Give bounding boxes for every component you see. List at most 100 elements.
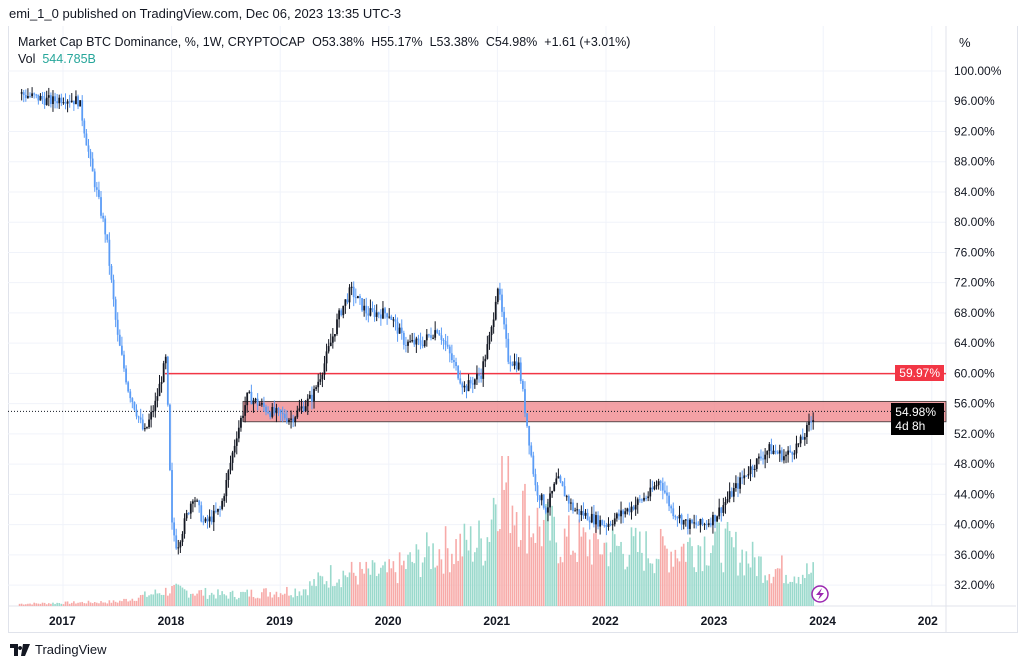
- volume-bar: [490, 519, 493, 606]
- volume-bar: [670, 551, 672, 606]
- volume-bar: [29, 603, 31, 606]
- volume-bar: [469, 526, 472, 606]
- candle-body: [795, 443, 798, 454]
- candle-body: [442, 339, 445, 341]
- candle-body: [70, 100, 73, 102]
- volume-bar: [375, 576, 378, 606]
- volume-bar: [588, 539, 591, 606]
- volume-bar: [108, 600, 111, 606]
- axis-unit: %: [959, 35, 971, 50]
- y-tick-label: 72.00%: [954, 276, 995, 290]
- candle-body: [308, 394, 311, 399]
- candle-body: [143, 428, 146, 430]
- candle-body: [743, 475, 746, 479]
- candle-body: [89, 151, 92, 159]
- volume-bar: [655, 558, 658, 606]
- chart-frame: [8, 26, 1018, 633]
- candle-body: [277, 408, 280, 410]
- volume-bar: [471, 561, 474, 606]
- volume-bar: [219, 595, 221, 606]
- volume-bar: [329, 565, 332, 606]
- candle-body: [125, 368, 127, 383]
- volume-bar: [808, 574, 810, 606]
- candle-body: [663, 490, 666, 493]
- volume-bar: [707, 565, 710, 606]
- candle-body: [77, 96, 79, 107]
- volume-bar: [164, 587, 167, 606]
- candle-body: [91, 158, 94, 172]
- tradingview-logo: TradingView: [10, 642, 107, 657]
- candle-body: [676, 517, 679, 519]
- x-tick-label: 2023: [701, 614, 728, 628]
- candle-body: [722, 505, 725, 513]
- volume-bar: [369, 574, 372, 606]
- candle-body: [720, 507, 723, 513]
- volume-bar: [215, 598, 217, 606]
- volume-bar: [682, 543, 685, 606]
- volume-bar: [175, 583, 177, 606]
- candle-body: [693, 522, 696, 524]
- volume-bar: [106, 603, 109, 606]
- change-value: +1.61 (+3.01%): [544, 35, 631, 49]
- volume-bar: [123, 598, 125, 606]
- volume-bar: [430, 569, 432, 606]
- volume-bar: [580, 536, 583, 606]
- volume-bar: [137, 597, 140, 606]
- candle-body: [129, 391, 132, 399]
- volume-bar: [371, 560, 374, 606]
- candle-body: [185, 513, 188, 519]
- volume-bar: [668, 572, 670, 606]
- volume-bar: [403, 560, 405, 606]
- volume-bar: [33, 602, 35, 606]
- candle-body: [329, 342, 332, 347]
- candle-body: [377, 312, 380, 315]
- candle-body: [465, 385, 468, 392]
- legend: Market Cap BTC Dominance, %, 1W, CRYPTOC…: [18, 34, 630, 68]
- candle-body: [526, 413, 528, 427]
- volume-bar: [676, 558, 679, 606]
- volume-bar: [304, 589, 307, 606]
- candle-body: [542, 494, 545, 508]
- volume-bar: [70, 602, 73, 606]
- candle-body: [551, 490, 554, 494]
- volume-bar: [392, 561, 395, 606]
- volume-bar: [250, 589, 253, 606]
- volume-bar: [488, 541, 491, 606]
- candle-body: [361, 298, 363, 311]
- candle-body: [620, 510, 622, 517]
- candle-body: [778, 450, 781, 454]
- candle-body: [799, 436, 802, 444]
- candle-body: [450, 353, 453, 361]
- candle-body: [141, 419, 144, 430]
- volume-bar: [127, 601, 129, 606]
- candle-body: [33, 93, 36, 95]
- candle-body: [400, 327, 403, 333]
- candle-body: [100, 197, 102, 216]
- volume-bar: [73, 601, 75, 606]
- volume-bar: [701, 571, 704, 606]
- candle-body: [755, 458, 758, 469]
- candle-body: [705, 524, 708, 526]
- volume-bar: [724, 528, 727, 606]
- candle-body: [269, 413, 272, 417]
- volume-bar: [534, 542, 537, 606]
- volume-bar: [664, 545, 666, 606]
- volume-bar: [517, 546, 520, 606]
- volume-bar: [177, 584, 180, 606]
- volume-bar: [492, 497, 495, 606]
- volume-bar: [357, 584, 359, 606]
- candle-body: [680, 514, 683, 525]
- candle-body: [714, 514, 716, 522]
- volume-bar: [659, 528, 662, 606]
- candle-body: [793, 453, 796, 455]
- candle-body: [534, 474, 537, 486]
- volume-bar: [248, 596, 251, 606]
- candle-body: [39, 95, 42, 101]
- volume-bar: [461, 556, 464, 606]
- volume-bar: [56, 602, 58, 606]
- candle-body: [388, 316, 391, 318]
- candle-body: [655, 485, 658, 487]
- candle-body: [24, 95, 27, 98]
- volume-bar: [183, 589, 186, 606]
